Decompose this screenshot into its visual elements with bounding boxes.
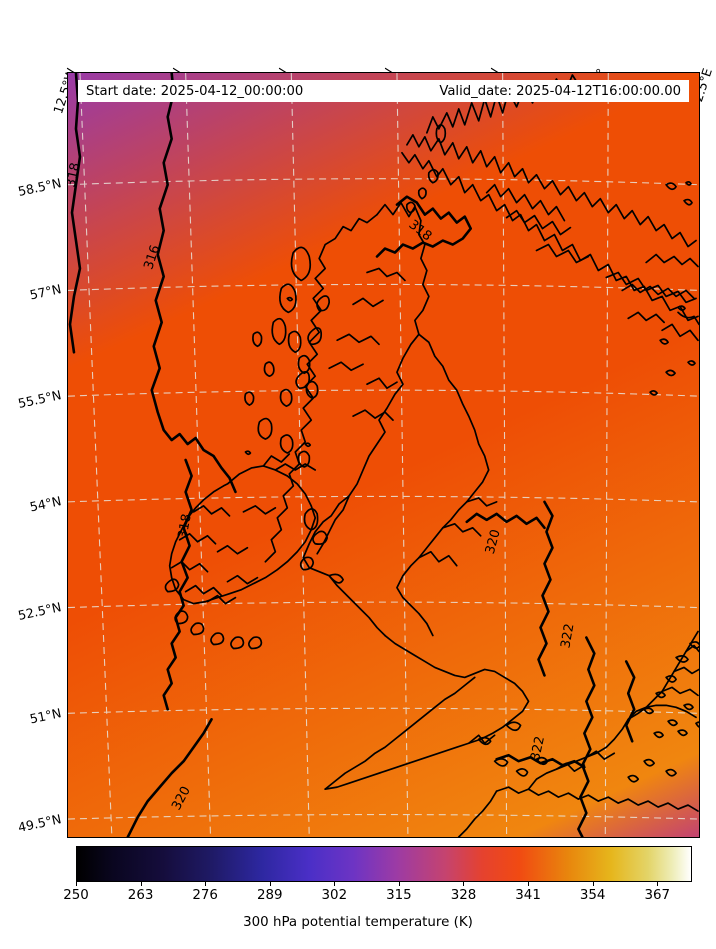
contour-label: 320: [483, 528, 504, 556]
colorbar-tick-mark: [528, 882, 530, 886]
y-tick-label: 54°N: [28, 493, 63, 515]
colorbar-tick-mark: [76, 882, 77, 886]
y-tick-label: 58.5°N: [16, 175, 63, 199]
colorbar-tick-mark: [398, 882, 400, 886]
contour-label: 318: [68, 161, 83, 188]
colorbar-tick-label: 341: [515, 888, 541, 903]
colorbar-tick-label: 263: [127, 888, 154, 903]
colorbar-tick-label: 276: [192, 888, 218, 903]
colorbar-gradient: [77, 847, 691, 881]
colorbar-tick-mark: [269, 882, 271, 886]
colorbar[interactable]: [76, 846, 692, 882]
map-plot-area[interactable]: 318 316 318 318 320 322 322 320: [67, 72, 700, 838]
colorbar-tick-mark: [657, 882, 659, 886]
colorbar-tick-mark: [205, 882, 207, 886]
contour-label: 318: [176, 513, 195, 540]
contour-value-labels: 318 316 318 318 320 322 322 320: [68, 161, 577, 813]
colorbar-tick-label: 289: [256, 888, 283, 903]
map-overlay-svg: 318 316 318 318 320 322 322 320: [68, 73, 699, 837]
colorbar-tick-label: 354: [579, 888, 606, 903]
y-tick-label: 49.5°N: [16, 811, 63, 835]
y-tick-label: 51°N: [28, 705, 63, 727]
colorbar-tick-label: 367: [644, 888, 670, 903]
colorbar-title: 300 hPa potential temperature (K): [243, 915, 473, 930]
colorbar-tick-mark: [463, 882, 465, 886]
valid-date-text: Valid_date: 2025-04-12T16:00:00.00: [439, 83, 681, 99]
colorbar-tick-label: 250: [63, 888, 89, 903]
contour-label: 320: [169, 784, 194, 813]
y-tick-label: 55.5°N: [16, 387, 63, 411]
start-date-text: Start date: 2025-04-12_00:00:00: [86, 83, 304, 99]
contour-label: 322: [528, 735, 548, 762]
y-tick-label: 52.5°N: [16, 599, 63, 623]
colorbar-tick-label: 315: [386, 888, 412, 903]
date-info-banner: Start date: 2025-04-12_00:00:00 Valid_da…: [78, 80, 689, 102]
contour-label: 322: [558, 622, 577, 649]
y-tick-label: 57°N: [28, 281, 63, 303]
contour-label: 316: [141, 243, 163, 271]
colorbar-tick-mark: [334, 882, 336, 886]
colorbar-tick-label: 328: [450, 888, 477, 903]
temperature-field-raster: [68, 73, 699, 837]
colorbar-tick-label: 302: [321, 888, 348, 903]
colorbar-tick-mark: [140, 882, 142, 886]
potential-temperature-contours: [68, 73, 636, 837]
contour-label: 318: [406, 217, 435, 244]
colorbar-tick-mark: [592, 882, 594, 886]
coastline-paths: [164, 74, 699, 837]
graticule-gridlines: [68, 73, 699, 837]
